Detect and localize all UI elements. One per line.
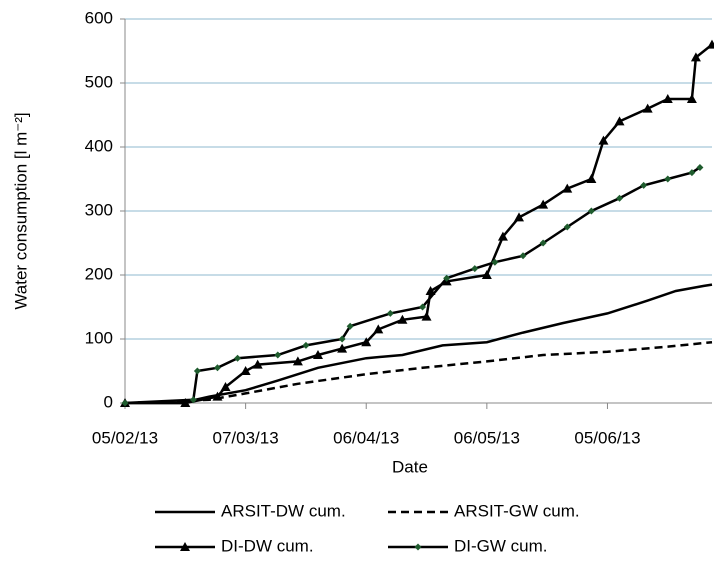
data-point (688, 169, 696, 177)
y-tick-label: 0 (104, 392, 113, 411)
data-point (481, 270, 492, 279)
y-tick-label: 600 (85, 8, 113, 27)
data-point (664, 175, 672, 183)
data-point (346, 322, 354, 330)
data-point (563, 223, 571, 231)
data-point (240, 366, 251, 375)
data-point (397, 314, 408, 324)
data-point (252, 359, 263, 369)
data-point (421, 311, 432, 321)
data-point (220, 382, 231, 391)
data-point (514, 212, 525, 222)
x-tick-label: 05/02/13 (92, 428, 158, 447)
x-tick-label: 06/05/13 (454, 428, 520, 447)
series-line (125, 283, 713, 405)
data-point (640, 181, 648, 189)
data-point (662, 94, 673, 103)
y-tick-label: 100 (85, 328, 113, 347)
data-point (337, 343, 348, 353)
x-tick-label: 07/03/13 (213, 428, 279, 447)
y-tick-label: 500 (85, 72, 113, 91)
data-point (471, 265, 479, 273)
data-point (189, 396, 197, 404)
y-axis-label: Water consumption [l m⁻²] (11, 112, 30, 309)
data-point (686, 94, 697, 103)
data-point (180, 398, 191, 407)
data-point (234, 354, 242, 362)
series-line (124, 340, 713, 405)
series-line (125, 43, 713, 405)
data-point (373, 324, 384, 334)
data-point (614, 116, 625, 126)
x-tick-label: 05/06/13 (574, 428, 640, 447)
data-point (587, 207, 595, 215)
data-point (302, 341, 310, 349)
data-point (586, 174, 597, 183)
y-tick-label: 200 (85, 264, 113, 283)
data-point (707, 39, 714, 49)
data-point (519, 252, 527, 260)
x-tick-label: 06/04/13 (333, 428, 399, 447)
data-point (598, 135, 609, 145)
data-point (213, 364, 221, 372)
data-point (538, 199, 549, 209)
data-point (361, 337, 372, 347)
data-point (338, 335, 346, 343)
legend-marker (180, 542, 190, 551)
data-point (562, 183, 573, 193)
data-point (121, 399, 129, 407)
legend-marker (414, 543, 422, 551)
data-point (443, 274, 451, 282)
x-axis-label: Date (392, 457, 428, 476)
data-point (193, 367, 201, 375)
data-point (690, 52, 701, 62)
data-point (491, 258, 499, 266)
data-point (386, 309, 394, 317)
data-point (292, 356, 303, 366)
legend-label: DI-DW cum. (221, 536, 314, 555)
data-point (539, 239, 547, 247)
legend-label: ARSIT-GW cum. (454, 501, 580, 520)
y-tick-label: 300 (85, 200, 113, 219)
data-point (696, 163, 704, 171)
data-point (616, 194, 624, 202)
series-line (124, 166, 701, 405)
data-point (642, 103, 653, 113)
data-point (212, 391, 223, 401)
data-point (497, 231, 508, 241)
data-point (312, 350, 323, 359)
legend-label: DI-GW cum. (454, 536, 548, 555)
data-point (419, 303, 427, 311)
legend-label: ARSIT-DW cum. (221, 501, 346, 520)
data-point (274, 351, 282, 359)
y-tick-label: 400 (85, 136, 113, 155)
